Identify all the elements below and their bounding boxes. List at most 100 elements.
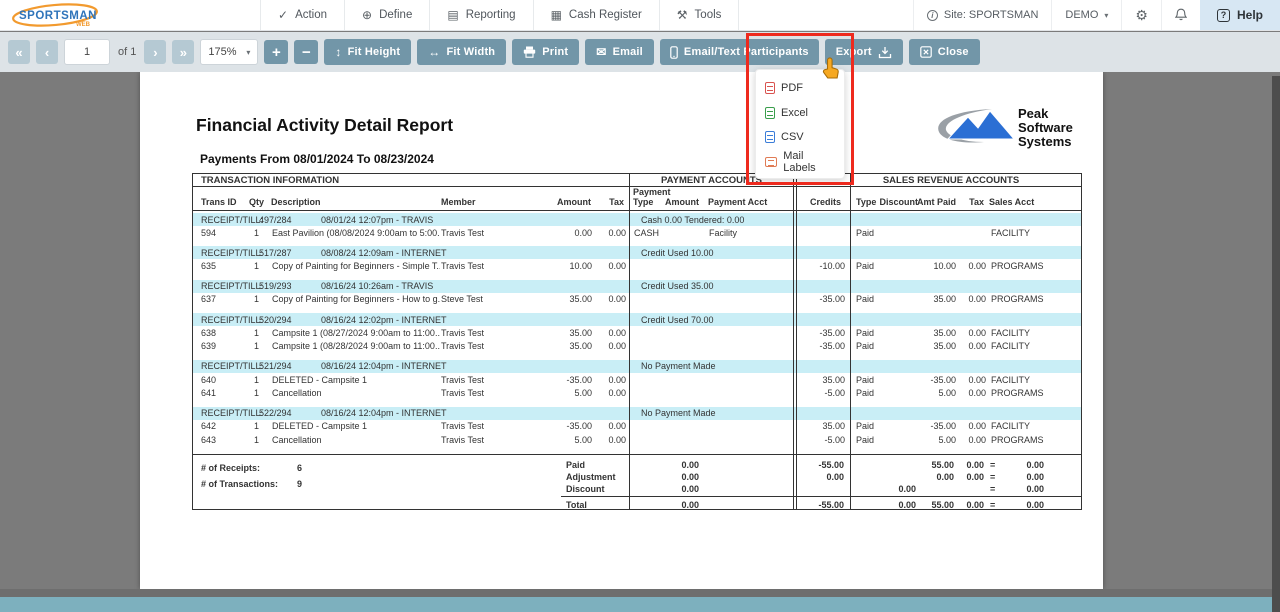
cell-stype: Paid xyxy=(856,388,875,399)
sportsman-logo[interactable]: SPORTSMAN WEB xyxy=(0,0,260,30)
email-text-participants-button[interactable]: Email/Text Participants xyxy=(659,39,819,65)
next-page-button[interactable]: › xyxy=(144,40,167,64)
help-icon: ? xyxy=(1216,8,1230,22)
zoom-out-button[interactable]: − xyxy=(294,40,319,64)
site-indicator: i Site: SPORTSMAN xyxy=(912,0,1052,30)
export-option-pdf[interactable]: PDF xyxy=(756,76,844,101)
table-summary: # of Receipts: 6 # of Transactions: 9 Pa… xyxy=(193,453,1081,513)
fit-width-icon: ↔ xyxy=(428,45,441,59)
col-header: Discount xyxy=(879,197,918,207)
last-page-button[interactable]: » xyxy=(172,40,195,64)
cell-stype: Paid xyxy=(856,261,875,272)
first-page-button[interactable]: « xyxy=(8,40,30,64)
group-gap xyxy=(193,306,1081,313)
menu-cash-register[interactable]: ▦ Cash Register xyxy=(532,0,659,30)
fit-height-button[interactable]: ↕ Fit Height xyxy=(324,39,412,65)
table-row: 642 1 DELETED - Campsite 1 Travis Test -35.0… xyxy=(193,420,1081,433)
report-table-body: RECEIPT/TILL: 497/284 08/01/24 12:07pm - T… xyxy=(193,211,1081,454)
table-row: 639 1 Campsite 1 (08/28/2024 9:00am to 11:… xyxy=(193,340,1081,353)
account-dropdown[interactable]: DEMO ▾ xyxy=(1051,0,1121,30)
cell-stype: Paid xyxy=(856,421,875,432)
summary-row-total: Total 0.00 -55.00 0.00 55.00 0.00 = 0.00 xyxy=(566,499,1044,510)
page-total-label: of 1 xyxy=(118,46,137,58)
cell-amtpaid: -35.00 xyxy=(930,374,956,385)
gh-note: Credit Used 70.00 xyxy=(641,314,714,325)
printer-icon xyxy=(524,46,536,58)
export-button[interactable]: Export xyxy=(824,39,903,65)
cell-amtpaid: 5.00 xyxy=(938,388,956,399)
chevron-down-icon: ▾ xyxy=(246,47,251,57)
mobile-phone-icon xyxy=(670,45,678,59)
help-button[interactable]: ? Help xyxy=(1199,0,1280,30)
export-option-mail-labels[interactable]: Mail Labels xyxy=(756,150,844,175)
csv-file-icon xyxy=(765,131,775,144)
zoom-value: 175% xyxy=(208,46,237,58)
export-option-label: PDF xyxy=(781,82,803,95)
cell-trans: 640 xyxy=(201,374,217,385)
gh-label: RECEIPT/TILL: xyxy=(201,281,264,292)
cell-qty: 1 xyxy=(254,374,260,385)
logo-swoosh xyxy=(938,109,992,143)
menu-tools[interactable]: ⚒ Tools xyxy=(658,0,740,30)
menu-reporting[interactable]: ▤ Reporting xyxy=(429,0,532,30)
cell-member: Travis Test xyxy=(441,261,485,272)
fit-width-button[interactable]: ↔ Fit Width xyxy=(417,39,507,65)
cell-qty: 1 xyxy=(254,261,260,272)
top-menu-bar: SPORTSMAN WEB ✓ Action ⊕ Define ▤ Report… xyxy=(0,0,1280,31)
column-divider-double xyxy=(793,174,797,509)
settings-button[interactable]: ⚙ xyxy=(1121,0,1161,30)
cell-stype: Paid xyxy=(856,434,875,445)
gh-date: 08/16/24 12:04pm - INTERNET xyxy=(321,361,447,372)
cell-credits: -35.00 xyxy=(819,327,845,338)
cell-qty: 1 xyxy=(254,227,260,238)
cell-tax: 0.00 xyxy=(608,341,626,352)
email-button[interactable]: ✉ Email xyxy=(585,39,654,65)
notifications-button[interactable] xyxy=(1160,0,1200,30)
menu-action[interactable]: ✓ Action xyxy=(260,0,344,30)
cell-member: Travis Test xyxy=(441,227,485,238)
receipt-group-header: RECEIPT/TILL: 519/293 08/16/24 10:26am - T… xyxy=(193,279,1081,293)
table-row: 638 1 Campsite 1 (08/27/2024 9:00am to 11:… xyxy=(193,326,1081,339)
zoom-in-button[interactable]: + xyxy=(264,40,289,64)
peak-software-logo: Peak Software Systems xyxy=(928,103,1096,156)
cell-amtpaid: 5.00 xyxy=(938,434,956,445)
logo-sub-text: WEB xyxy=(76,22,91,28)
col-header: Type xyxy=(856,197,877,207)
export-label: Export xyxy=(835,46,872,58)
cell-trans: 637 xyxy=(201,294,217,305)
cell-tax: 0.00 xyxy=(608,421,626,432)
cell-amount: -35.00 xyxy=(566,374,592,385)
export-option-label: CSV xyxy=(781,131,804,144)
column-divider xyxy=(850,174,851,509)
cell-stax: 0.00 xyxy=(968,388,986,399)
cell-credits: -10.00 xyxy=(819,261,845,272)
horizontal-scrollbar[interactable] xyxy=(0,597,1280,612)
print-button[interactable]: Print xyxy=(512,39,580,65)
report-subtitle: Payments From 08/01/2024 To 08/23/2024 xyxy=(200,152,434,166)
cell-amtpaid: 35.00 xyxy=(933,341,956,352)
cell-trans: 639 xyxy=(201,341,217,352)
menu-define[interactable]: ⊕ Define xyxy=(344,0,429,30)
export-option-csv[interactable]: CSV xyxy=(756,125,844,150)
receipt-group-header: RECEIPT/TILL: 521/294 08/16/24 12:04pm - I… xyxy=(193,359,1081,373)
cell-ptype: CASH xyxy=(634,227,660,238)
cell-qty: 1 xyxy=(254,294,260,305)
cell-tax: 0.00 xyxy=(608,261,626,272)
export-dropdown-menu: PDF Excel CSV Mail Labels xyxy=(755,69,845,179)
cell-credits: -35.00 xyxy=(819,294,845,305)
table-row: 594 1 East Pavilion (08/08/2024 9:00am to … xyxy=(193,226,1081,239)
group-gap xyxy=(193,447,1081,454)
close-button[interactable]: Close xyxy=(908,39,980,65)
zoom-level-select[interactable]: 175% ▾ xyxy=(200,39,259,65)
cell-tax: 0.00 xyxy=(608,374,626,385)
export-option-excel[interactable]: Excel xyxy=(756,101,844,126)
vertical-scrollbar[interactable] xyxy=(1272,76,1280,612)
page-number-input[interactable] xyxy=(64,39,110,65)
prev-page-button[interactable]: ‹ xyxy=(36,40,58,64)
gh-date: 08/08/24 12:09am - INTERNET xyxy=(321,247,447,258)
cell-amount: 5.00 xyxy=(574,434,592,445)
cell-amtpaid: 35.00 xyxy=(933,327,956,338)
cell-amtpaid: 35.00 xyxy=(933,294,956,305)
gh-receipt: 517/287 xyxy=(259,247,292,258)
fit-height-icon: ↕ xyxy=(335,45,342,59)
